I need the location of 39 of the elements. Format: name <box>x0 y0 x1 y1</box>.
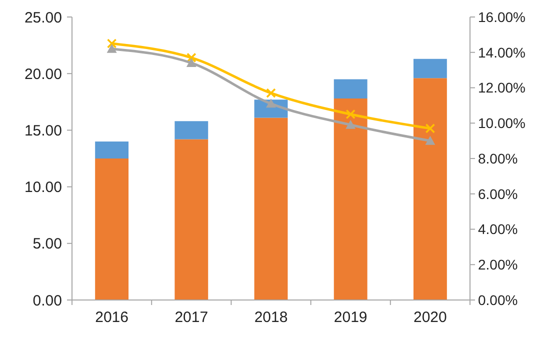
bar <box>95 142 129 158</box>
y-tick-label: 0.00 <box>32 292 62 310</box>
point <box>425 136 436 145</box>
point <box>106 44 117 53</box>
y-tick-label: 15.00 <box>24 122 62 140</box>
y2-tick-label: 10.00% <box>478 115 526 132</box>
bar <box>174 121 208 140</box>
bar <box>334 79 368 99</box>
y2-tick-label: 2.00% <box>478 256 518 273</box>
y2-tick-label: 6.00% <box>478 186 518 202</box>
bar <box>95 158 129 300</box>
point <box>106 38 117 48</box>
bar <box>174 139 208 300</box>
point <box>186 58 196 67</box>
y-tick-label: 10.00 <box>24 179 62 196</box>
x-tick-label: 2016 <box>95 309 128 326</box>
y2-tick-label: 8.00% <box>478 150 518 166</box>
point <box>266 88 276 98</box>
bar <box>413 58 447 78</box>
x-tick-label: 2018 <box>254 309 288 326</box>
bar <box>413 78 447 300</box>
x-tick-label: 2020 <box>414 309 447 326</box>
x-tick-label: 2019 <box>334 309 368 326</box>
bar <box>334 98 368 300</box>
point <box>186 52 196 63</box>
y-tick-label: 20.00 <box>24 66 62 83</box>
x-tick-label: 2017 <box>174 309 208 326</box>
point <box>266 98 276 108</box>
point <box>346 109 356 120</box>
y2-tick-label: 0.00% <box>478 292 518 308</box>
y-tick-label: 25.00 <box>24 9 62 26</box>
y2-tick-label: 16.00% <box>478 8 526 25</box>
point <box>425 124 436 134</box>
y-tick-label: 5.00 <box>32 236 62 253</box>
y2-tick-label: 14.00% <box>478 44 526 60</box>
y2-tick-label: 12.00% <box>478 80 526 96</box>
point <box>346 120 356 129</box>
y2-tick-label: 4.00% <box>478 221 518 238</box>
bar <box>254 118 288 300</box>
